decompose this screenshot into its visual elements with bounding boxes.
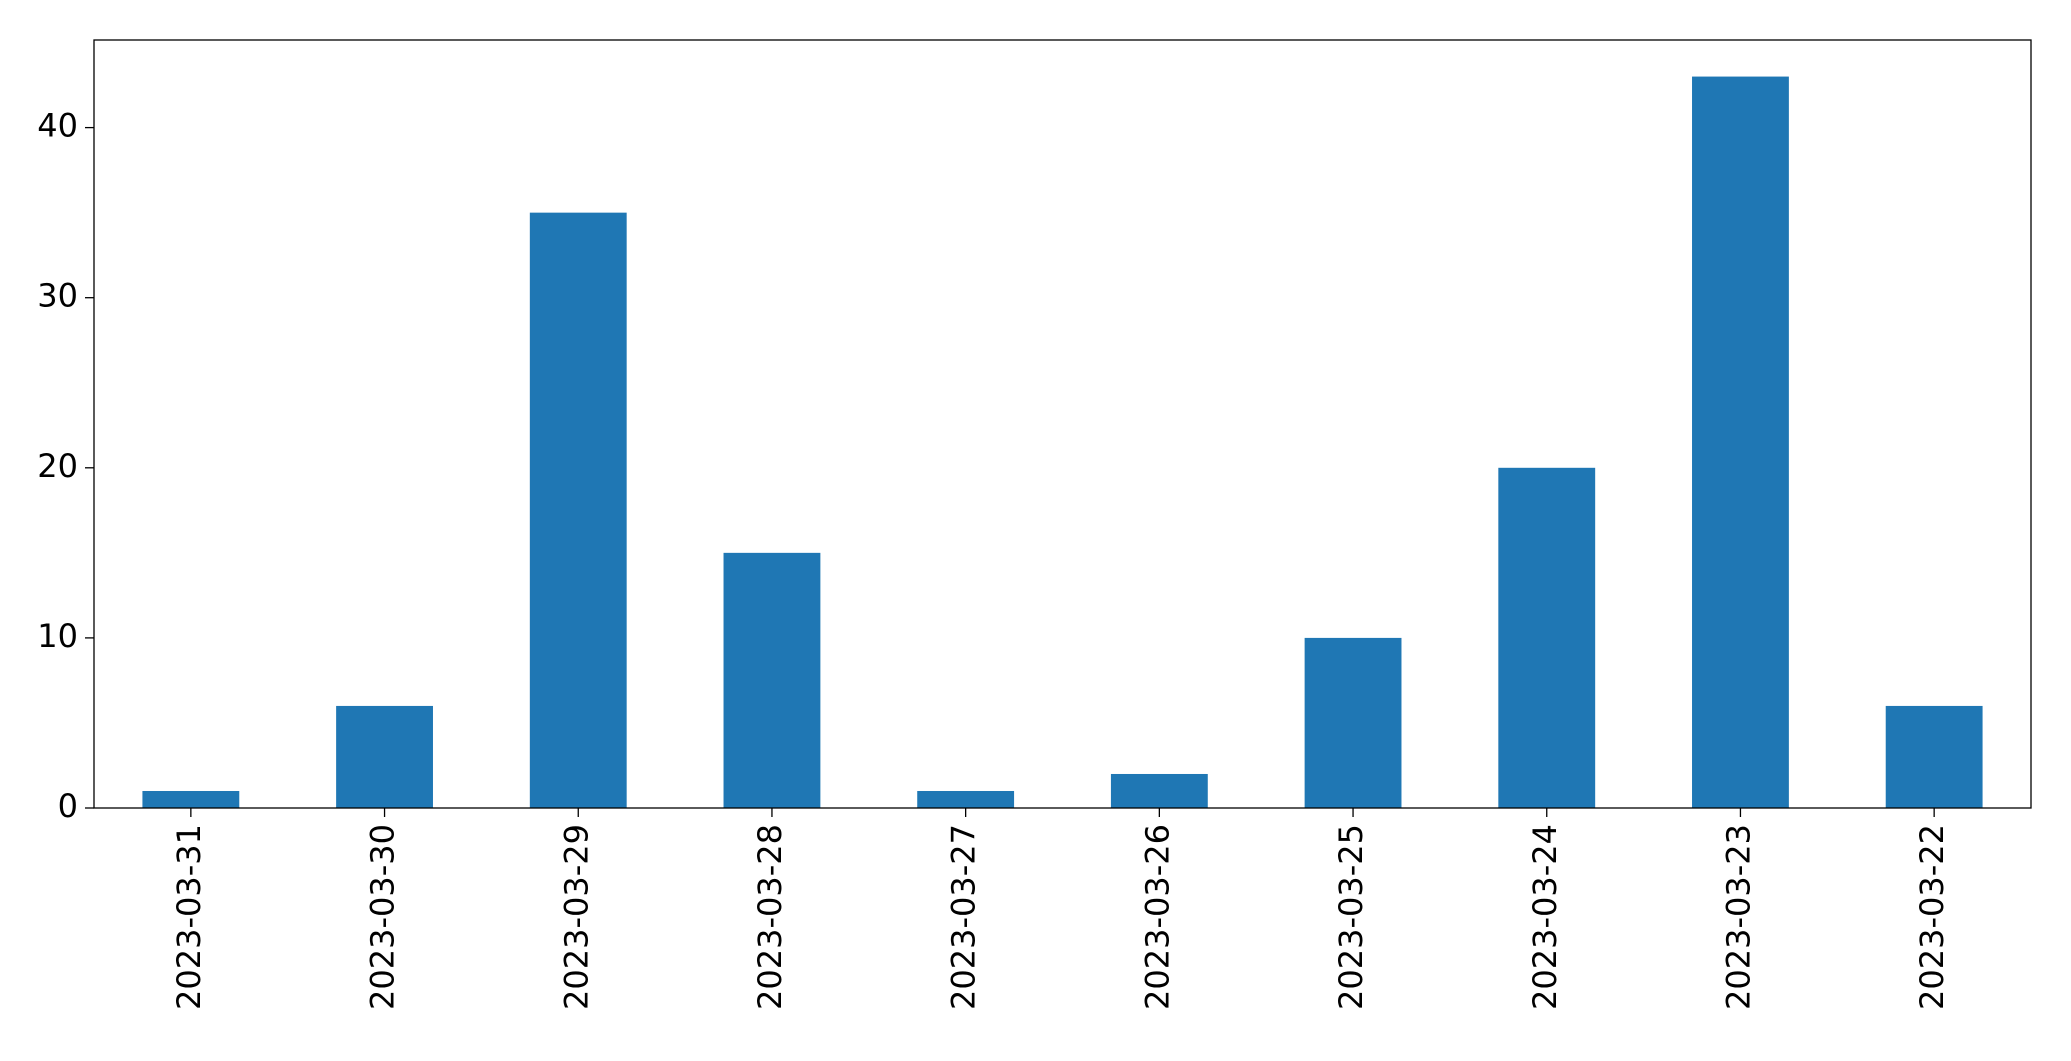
x-tick-label: 2023-03-24 bbox=[1526, 824, 1564, 1010]
bar bbox=[1692, 76, 1789, 809]
bar bbox=[723, 552, 821, 808]
bar bbox=[529, 212, 627, 808]
x-tick-label: 2023-03-25 bbox=[1332, 824, 1370, 1010]
bar bbox=[1885, 705, 1983, 808]
y-tick-label: 20 bbox=[37, 447, 78, 485]
x-tick-label: 2023-03-23 bbox=[1719, 824, 1757, 1010]
plot-frame bbox=[93, 39, 2032, 809]
y-tick-label: 10 bbox=[37, 617, 78, 655]
x-tick-label: 2023-03-30 bbox=[364, 824, 402, 1010]
y-tick-label: 40 bbox=[37, 107, 78, 145]
bar bbox=[1304, 637, 1402, 808]
y-tick-label: 0 bbox=[58, 787, 78, 825]
x-tick-label: 2023-03-26 bbox=[1138, 824, 1176, 1010]
x-tick-label: 2023-03-22 bbox=[1913, 824, 1951, 1010]
bar bbox=[336, 705, 433, 808]
bar bbox=[917, 790, 1015, 808]
bar bbox=[142, 790, 240, 808]
x-tick-label: 2023-03-31 bbox=[170, 824, 208, 1010]
y-tick-label: 30 bbox=[37, 277, 78, 315]
x-tick-label: 2023-03-28 bbox=[751, 824, 789, 1010]
x-tick-label: 2023-03-27 bbox=[945, 824, 983, 1010]
bar bbox=[1110, 773, 1208, 808]
bar bbox=[1498, 467, 1596, 808]
x-tick-label: 2023-03-29 bbox=[557, 824, 595, 1010]
